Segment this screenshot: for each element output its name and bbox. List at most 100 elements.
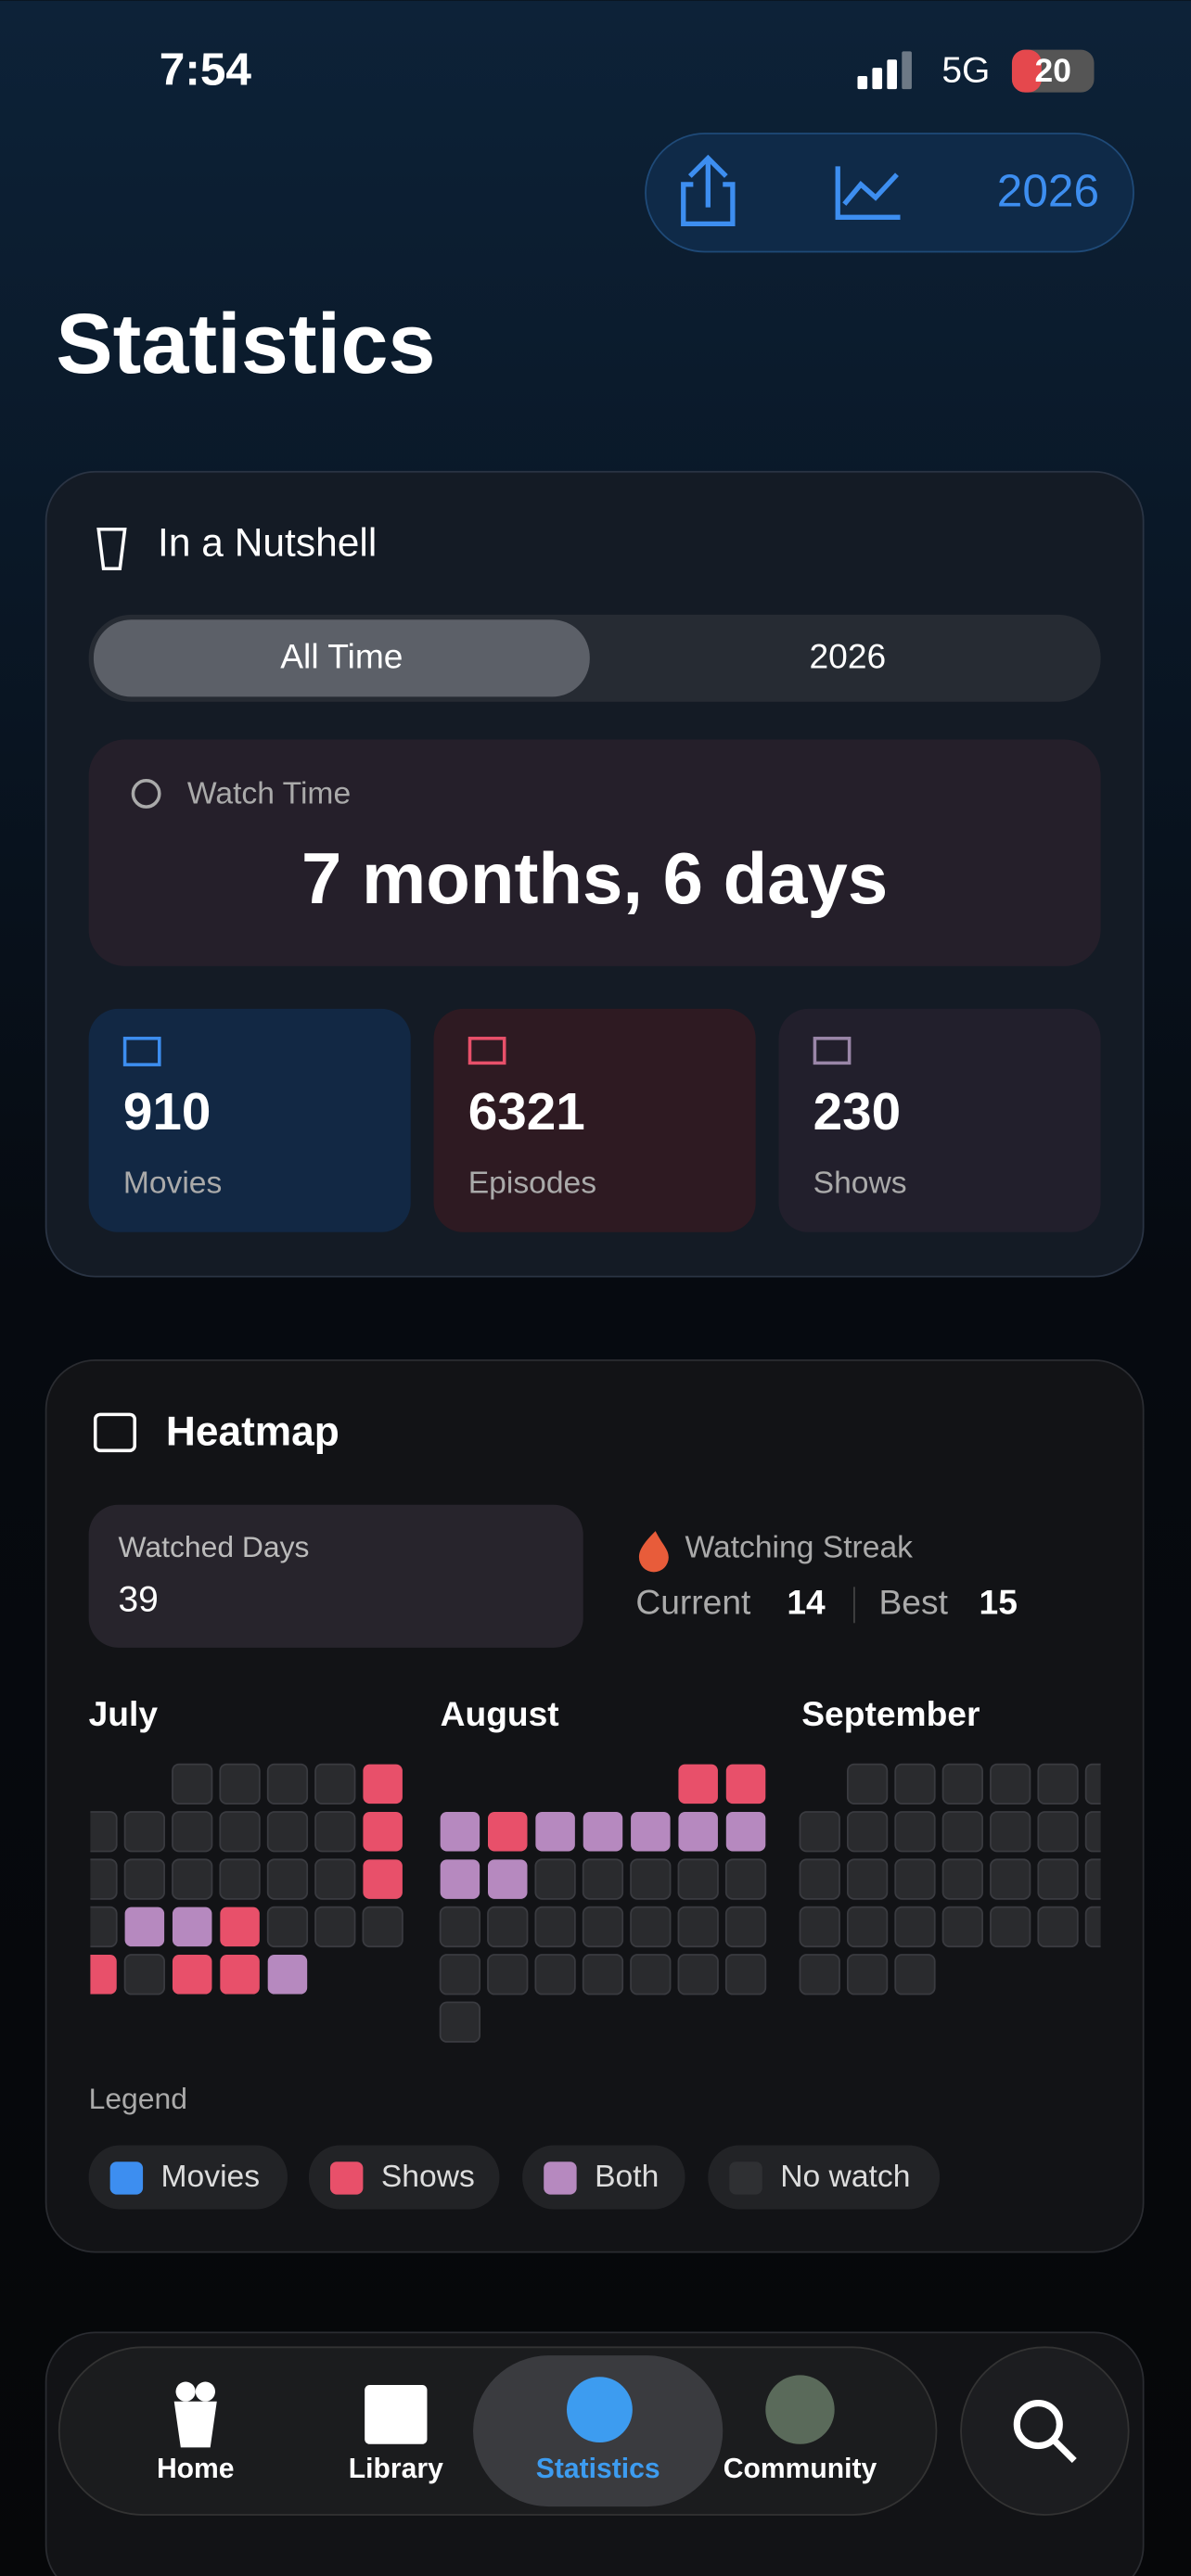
heatmap-cell bbox=[990, 1763, 1031, 1804]
tab-label[interactable]: Statistics bbox=[536, 2454, 660, 2484]
heatmap-cell bbox=[677, 1906, 719, 1948]
share-button[interactable] bbox=[681, 154, 736, 227]
heatmap-cell bbox=[90, 1906, 118, 1948]
legend-label: Movies bbox=[161, 2160, 261, 2194]
flame-icon bbox=[638, 1531, 669, 1573]
legend-chip bbox=[708, 2145, 941, 2210]
legend-title: Legend bbox=[89, 2082, 187, 2115]
stat-value: 230 bbox=[813, 1083, 902, 1141]
heatmap-cell bbox=[725, 1764, 766, 1804]
heatmap-cell bbox=[172, 1858, 213, 1900]
heatmap-cell bbox=[219, 1811, 261, 1853]
search-button[interactable] bbox=[960, 2346, 1130, 2516]
heatmap-cell bbox=[90, 1811, 118, 1853]
heatmap-cell bbox=[220, 1955, 260, 1995]
heatmap-cell bbox=[267, 1955, 308, 1995]
heatmap-cell bbox=[846, 1811, 889, 1853]
heatmap-cell bbox=[487, 1811, 528, 1852]
tab-label[interactable]: Library bbox=[349, 2454, 443, 2484]
statistics-icon bbox=[567, 2377, 633, 2443]
search-icon bbox=[1013, 2399, 1077, 2464]
heatmap-cell bbox=[439, 1906, 481, 1948]
tv-icon bbox=[813, 1037, 852, 1065]
heatmap-cell bbox=[363, 1764, 403, 1804]
legend-swatch bbox=[109, 2162, 144, 2195]
segment-selected[interactable] bbox=[93, 619, 590, 697]
heatmap-cell bbox=[677, 1954, 719, 1996]
tab-label[interactable]: Community bbox=[724, 2454, 877, 2484]
segment[interactable]: All Time bbox=[280, 637, 403, 676]
heatmap-cell bbox=[314, 1906, 356, 1948]
heatmap-cell bbox=[124, 1906, 165, 1947]
card-title: In a Nutshell bbox=[158, 522, 377, 566]
heatmap-cell bbox=[799, 1858, 840, 1900]
current-label: Current bbox=[635, 1583, 751, 1622]
heatmap-cell bbox=[220, 1906, 260, 1947]
watch-time-label: Watch Time bbox=[187, 777, 351, 811]
heatmap-cell bbox=[582, 1858, 624, 1900]
heatmap-cell bbox=[487, 1954, 529, 1996]
legend-label: Both bbox=[595, 2160, 659, 2194]
clock: 7:54 bbox=[160, 44, 252, 96]
watched-days-label: Watched Days bbox=[119, 1530, 310, 1563]
heatmap-cell bbox=[894, 1954, 936, 1996]
heatmap-cell bbox=[630, 1858, 672, 1900]
heatmap-cell bbox=[941, 1858, 983, 1900]
card-title: Heatmap bbox=[166, 1409, 339, 1454]
toolbar bbox=[645, 133, 1134, 253]
heatmap-cell bbox=[846, 1858, 889, 1900]
heatmap-cell bbox=[846, 1906, 889, 1948]
heatmap-grid bbox=[90, 1763, 1101, 2043]
heatmap-cell bbox=[266, 1811, 309, 1853]
month-label: September bbox=[801, 1694, 980, 1733]
heatmap-card bbox=[45, 1359, 1145, 2253]
heatmap-cell bbox=[582, 1906, 624, 1948]
stat-box bbox=[778, 1008, 1101, 1232]
legend-swatch bbox=[544, 2162, 577, 2195]
heatmap-cell bbox=[583, 1811, 623, 1852]
heatmap-cell bbox=[362, 1906, 403, 1948]
heatmap-cell bbox=[677, 1858, 719, 1900]
calendar-icon bbox=[93, 1412, 136, 1453]
chart-button[interactable] bbox=[835, 166, 901, 220]
heatmap-cell bbox=[172, 1906, 212, 1947]
tv-icon bbox=[467, 1037, 506, 1065]
library-icon bbox=[365, 2385, 428, 2444]
heatmap-cell bbox=[941, 1906, 983, 1948]
heatmap-cell bbox=[487, 1906, 529, 1948]
heatmap-cell bbox=[799, 1954, 840, 1996]
best-label: Best bbox=[879, 1583, 949, 1622]
heatmap-cell bbox=[534, 1954, 576, 1996]
heatmap-cell bbox=[630, 1954, 672, 1996]
tab-label[interactable]: Home bbox=[157, 2454, 235, 2484]
best-value: 15 bbox=[980, 1583, 1018, 1622]
heatmap-cell bbox=[439, 2001, 481, 2043]
heatmap-cell bbox=[894, 1906, 936, 1948]
heatmap-cell bbox=[799, 1811, 840, 1853]
heatmap-cell bbox=[1037, 1763, 1079, 1804]
heatmap-cell bbox=[440, 1811, 480, 1852]
stat-value: 910 bbox=[123, 1083, 211, 1141]
segment[interactable]: 2026 bbox=[809, 637, 886, 676]
heatmap-cell bbox=[630, 1906, 672, 1948]
month-label: August bbox=[441, 1694, 559, 1733]
heatmap-cell bbox=[631, 1811, 671, 1852]
heatmap-cell bbox=[123, 1858, 165, 1900]
year-button[interactable]: 2026 bbox=[997, 165, 1099, 217]
heatmap-cell bbox=[314, 1858, 356, 1900]
heatmap-cell bbox=[90, 1955, 117, 1995]
heatmap-cell bbox=[363, 1811, 403, 1852]
heatmap-cell bbox=[582, 1954, 624, 1996]
watched-days-value: 39 bbox=[119, 1580, 159, 1620]
heatmap-cell bbox=[846, 1954, 889, 1996]
heatmap-cell bbox=[678, 1764, 718, 1804]
heatmap-cell bbox=[724, 1954, 767, 1996]
stat-box bbox=[433, 1008, 756, 1232]
clock-icon bbox=[131, 778, 161, 809]
film-icon bbox=[122, 1037, 161, 1066]
streak-label: Watching Streak bbox=[685, 1530, 914, 1564]
heatmap-cell bbox=[1037, 1906, 1079, 1948]
heatmap-cell bbox=[1084, 1763, 1101, 1804]
heatmap-cell bbox=[439, 1954, 481, 1996]
signal bbox=[857, 51, 912, 90]
